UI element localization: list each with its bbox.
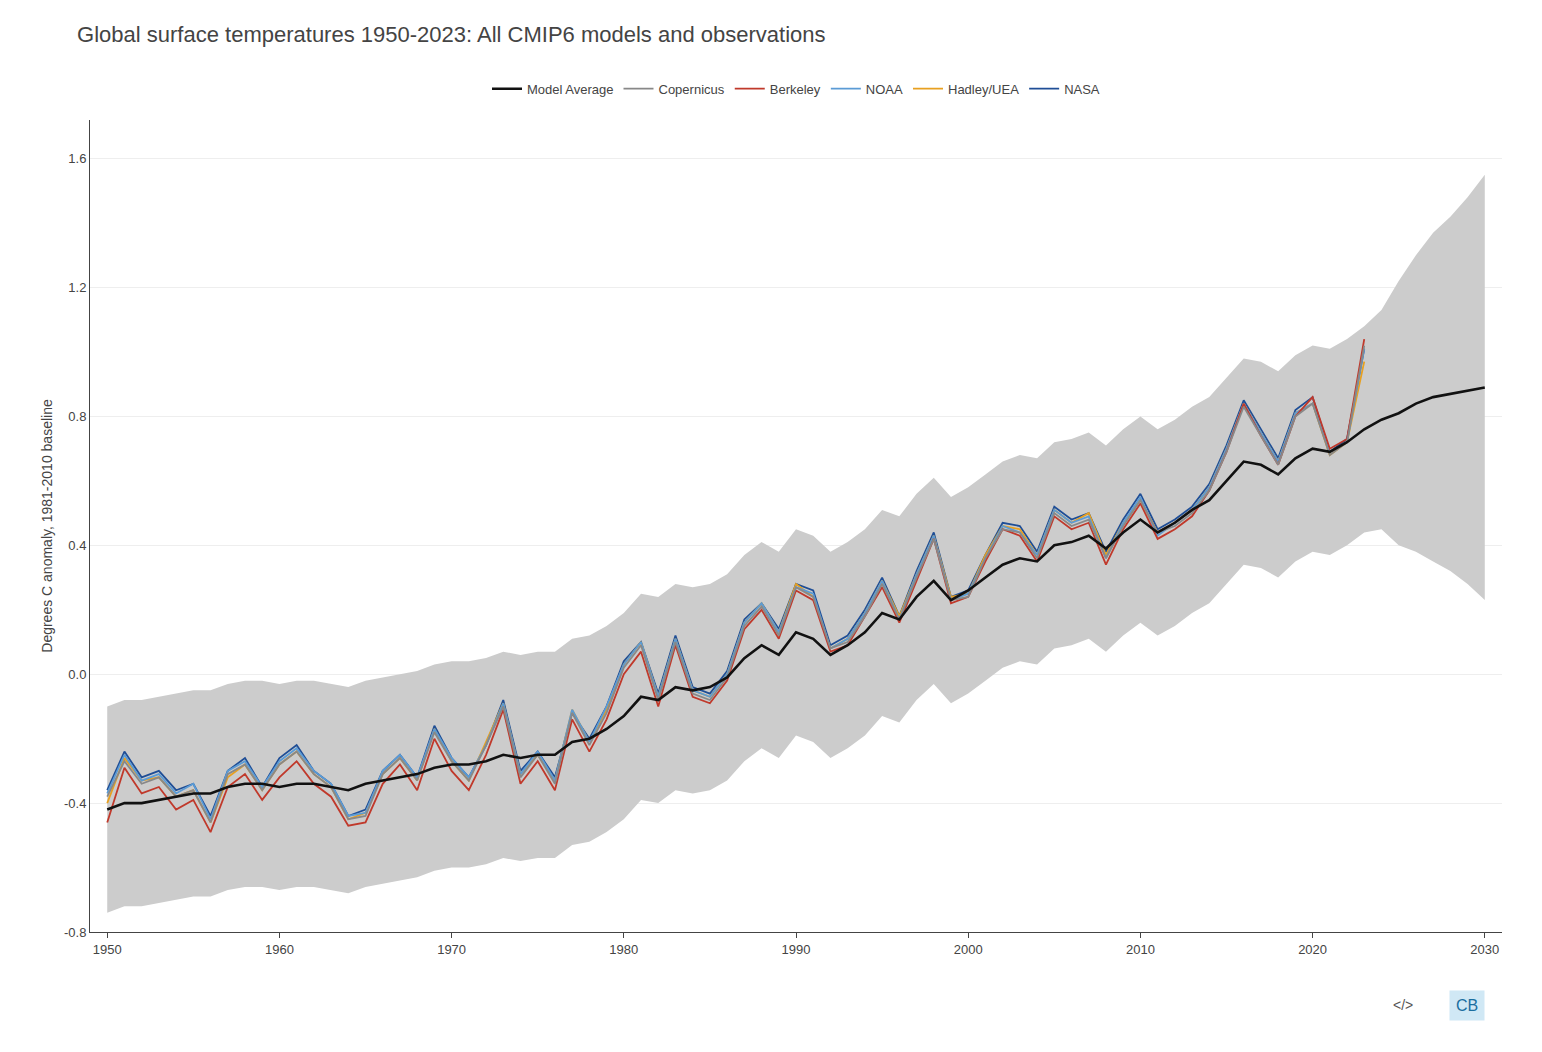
svg-text:1990: 1990 [782, 942, 811, 957]
svg-text:1960: 1960 [265, 942, 294, 957]
svg-text:Model Average: Model Average [527, 82, 614, 97]
svg-text:Berkeley: Berkeley [770, 82, 821, 97]
svg-text:Global surface temperatures 19: Global surface temperatures 1950-2023: A… [77, 22, 825, 47]
svg-text:2030: 2030 [1470, 942, 1499, 957]
svg-text:NASA: NASA [1064, 82, 1100, 97]
svg-text:NOAA: NOAA [866, 82, 903, 97]
svg-text:-0.4: -0.4 [64, 796, 86, 811]
svg-text:-0.8: -0.8 [64, 925, 86, 940]
svg-text:0.0: 0.0 [68, 667, 86, 682]
svg-text:0.8: 0.8 [68, 409, 86, 424]
svg-text:Degrees C anomaly, 1981-2010 b: Degrees C anomaly, 1981-2010 baseline [39, 399, 55, 653]
svg-text:1970: 1970 [437, 942, 466, 957]
svg-text:2000: 2000 [954, 942, 983, 957]
svg-text:1.2: 1.2 [68, 280, 86, 295]
svg-text:Copernicus: Copernicus [659, 82, 725, 97]
svg-text:2020: 2020 [1298, 942, 1327, 957]
svg-text:0.4: 0.4 [68, 538, 86, 553]
svg-text:1980: 1980 [609, 942, 638, 957]
svg-text:CB: CB [1456, 997, 1478, 1014]
svg-text:</>: </> [1393, 997, 1413, 1013]
svg-text:1950: 1950 [93, 942, 122, 957]
svg-text:2010: 2010 [1126, 942, 1155, 957]
svg-text:Hadley/UEA: Hadley/UEA [948, 82, 1019, 97]
svg-text:1.6: 1.6 [68, 151, 86, 166]
